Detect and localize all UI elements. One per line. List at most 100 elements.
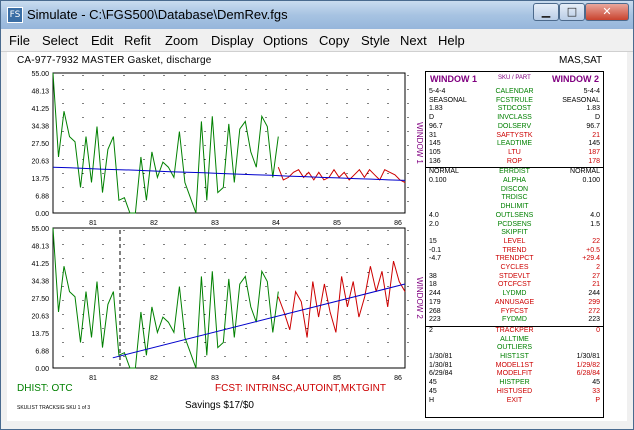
menu-display[interactable]: Display [211,33,254,48]
window-title: Simulate - C:\FGS500\Database\DemRev.fgs [27,7,288,22]
x-tick-label: 86 [394,375,402,382]
dhist-label: DHIST: OTC [17,383,73,394]
param-window1-value: 6/29/84 [429,370,453,378]
param-window2-value: 27 [592,272,600,280]
param-row-histused[interactable]: 45 HISTUSED 33 [426,388,603,396]
close-button[interactable]: ✕ [585,3,629,21]
param-name: DISCON [500,185,529,193]
param-name: INVCLASS [497,114,532,122]
param-name: STDCOST [497,105,532,113]
param-row-modelfit[interactable]: 6/29/84 MODELFIT 6/28/84 [426,370,603,378]
param-row-fydmd[interactable]: 223 FYDMD 223 [426,316,603,324]
param-row-skipfit[interactable]: SKIPFIT [426,229,603,237]
param-row-trackper[interactable]: 2 TRACKPER 0 [426,327,603,335]
menu-help[interactable]: Help [438,33,465,48]
demand-charts[interactable]: WINDOW 1 WINDOW 2 55.00 48.13 41.25 34.38 27… [7,52,425,382]
param-window2-value: +0.5 [586,246,600,254]
y-tick-label: 6.88 [35,349,49,356]
x-tick-label: 84 [272,220,280,227]
param-row-leadtime[interactable]: 145 LEADTIME 145 [426,140,603,148]
param-row-dolserv[interactable]: 96.7 DOLSERV 96.7 [426,123,603,131]
param-row-stdcost[interactable]: 1.83 STDCOST 1.83 [426,105,603,113]
param-name: TRENDPCT [495,255,534,263]
y-tick-label: 48.13 [31,244,49,251]
x-tick-label: 82 [150,375,158,382]
param-name: HISTUSED [496,387,533,395]
window1-label: WINDOW 1 [415,122,424,164]
param-row-level[interactable]: 15 LEVEL 22 [426,238,603,246]
menu-bar: File Select Edit Refit Zoom Display Opti… [1,29,633,52]
param-window1-value: 1/30/81 [429,353,453,360]
history-series-line [52,72,279,214]
param-row-trendpct[interactable]: -4.7 TRENDPCT +29.4 [426,255,603,263]
param-row-invclass[interactable]: D INVCLASS D [426,114,603,122]
param-name: ANNUSAGE [494,298,535,306]
minimize-button[interactable]: ▁ [533,3,559,21]
param-name: CALENDAR [495,88,534,95]
param-row-alltime[interactable]: ALLTIME [426,336,603,344]
param-window2-value: 2 [596,264,600,271]
param-row-fyfcst[interactable]: 268 FYFCST 272 [426,308,603,316]
param-row-pcdsens[interactable]: 2.0 PCDSENS 1.5 [426,221,603,229]
param-row-trend[interactable]: -0.1 TREND +0.5 [426,247,603,255]
menu-select[interactable]: Select [42,33,79,48]
menu-next[interactable]: Next [400,33,427,48]
menu-zoom[interactable]: Zoom [165,33,199,48]
param-row-hist1st[interactable]: 1/30/81 HIST1ST 1/30/81 [426,353,603,361]
menu-edit[interactable]: Edit [91,33,114,48]
param-window1-value: 179 [429,298,441,306]
param-row-outliers[interactable]: OUTLIERS [426,344,603,352]
param-row-ltu[interactable]: 105 LTU 187 [426,149,603,157]
savings-label: Savings $17/$0 [185,400,254,411]
x-tick-label: 81 [89,375,97,382]
param-row-stdevlt[interactable]: 38 STDEVLT 27 [426,273,603,281]
menu-style[interactable]: Style [361,33,390,48]
param-window2-value: 0.100 [582,177,600,184]
y-tick-label: 48.13 [31,89,49,96]
x-tick-label: 83 [211,220,219,227]
param-window2-value: 1/30/81 [576,353,600,360]
y-tick-label: 27.50 [31,141,49,148]
y-tick-label: 55.00 [31,71,49,78]
param-row-alpha[interactable]: 0.100 ALPHA 0.100 [426,177,603,185]
param-window1-value: 38 [429,272,437,280]
panel-window1-title: WINDOW 1 [430,74,477,84]
skulist-status: SKULIST TRACKSIG SKU 1 of 3 [17,405,91,411]
param-row-saftystk[interactable]: 31 SAFTYSTK 21 [426,132,603,140]
param-row-errdist[interactable]: NORMAL ERRDIST NORMAL [426,168,603,176]
param-name: LYDMD [502,290,527,298]
param-window2-value: 0 [596,326,600,334]
menu-options[interactable]: Options [263,33,308,48]
x-tick-label: 81 [89,220,97,227]
param-row-rop[interactable]: 136 ROP 178 [426,158,603,166]
panel-window2-title: WINDOW 2 [552,74,599,84]
param-row-trdisc[interactable]: TRDISC [426,194,603,202]
param-row-dhlimit[interactable]: DHLIMIT [426,203,603,211]
menu-copy[interactable]: Copy [319,33,350,48]
param-row-annusage[interactable]: 179 ANNUSAGE 299 [426,299,603,307]
param-name: LEVEL [503,237,526,245]
param-window2-value: 178 [588,157,600,165]
maximize-button[interactable]: □ [559,3,585,21]
param-row-exit[interactable]: H EXIT P [426,397,603,405]
param-row-otcfcst[interactable]: 18 OTCFCST 21 [426,281,603,289]
param-name: OTCFCST [497,281,532,289]
param-row-calendar[interactable]: 5-4-4 CALENDAR 5-4-4 [426,88,603,96]
app-icon[interactable]: FS [7,7,23,23]
menu-refit[interactable]: Refit [124,33,151,48]
param-window1-value: SEASONAL [429,96,467,104]
param-row-outlsens[interactable]: 4.0 OUTLSENS 4.0 [426,212,603,220]
fit-trend-line [112,283,406,359]
param-name: HISTPER [499,379,530,387]
param-row-lydmd[interactable]: 244 LYDMD 244 [426,290,603,298]
param-row-model1st[interactable]: 1/30/81 MODEL1ST 1/29/82 [426,362,603,370]
y-tick-label: 27.50 [31,296,49,303]
param-row-fcstrule[interactable]: SEASONAL FCSTRULE SEASONAL [426,97,603,105]
param-row-cycles[interactable]: CYCLES 2 [426,264,603,272]
param-row-histper[interactable]: 45 HISTPER 45 [426,379,603,387]
param-row-discon[interactable]: DISCON [426,186,603,194]
title-bar[interactable]: FS Simulate - C:\FGS500\Database\DemRev.… [1,1,633,29]
menu-file[interactable]: File [9,33,30,48]
param-name: MODELFIT [496,370,533,378]
